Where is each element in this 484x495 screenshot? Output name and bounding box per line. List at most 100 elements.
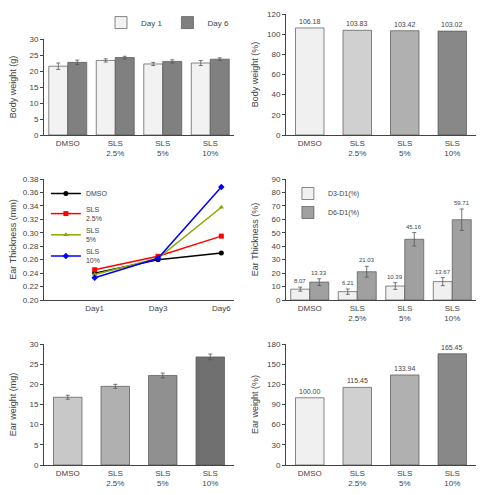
svg-text:40: 40	[271, 90, 280, 99]
svg-text:20: 20	[271, 111, 280, 120]
svg-text:SLS10%: SLS10%	[202, 469, 218, 488]
svg-text:SLS5%: SLS5%	[397, 139, 412, 158]
svg-text:DMSO: DMSO	[86, 190, 108, 197]
svg-text:5: 5	[34, 441, 39, 450]
svg-text:DMSO: DMSO	[56, 469, 80, 478]
svg-text:10: 10	[29, 420, 38, 429]
svg-text:0.22: 0.22	[23, 282, 39, 291]
svg-text:0: 0	[276, 461, 281, 470]
svg-text:13.33: 13.33	[311, 270, 327, 276]
svg-text:133.94: 133.94	[394, 365, 416, 372]
svg-text:SLS2.5%: SLS2.5%	[106, 139, 124, 158]
svg-text:10.39: 10.39	[387, 274, 403, 280]
svg-text:Body weight (g): Body weight (g)	[8, 56, 18, 119]
svg-text:0: 0	[34, 461, 39, 470]
svg-text:SLS5%: SLS5%	[86, 227, 100, 243]
svg-text:90: 90	[271, 400, 280, 409]
svg-text:SLS5%: SLS5%	[397, 304, 412, 323]
svg-text:150: 150	[267, 360, 281, 369]
svg-text:30: 30	[29, 340, 38, 349]
svg-text:SLS5%: SLS5%	[155, 469, 170, 488]
svg-text:20: 20	[271, 269, 280, 278]
svg-text:103.02: 103.02	[441, 21, 463, 28]
svg-text:SLS2.5%: SLS2.5%	[106, 469, 124, 488]
svg-text:D6-D1(%): D6-D1(%)	[328, 209, 359, 217]
svg-text:0: 0	[276, 131, 281, 140]
svg-text:Day3: Day3	[149, 304, 168, 313]
svg-text:60: 60	[271, 420, 280, 429]
svg-text:103.83: 103.83	[346, 20, 368, 27]
svg-text:0.32: 0.32	[23, 215, 39, 224]
svg-text:70: 70	[271, 202, 280, 211]
svg-text:0.20: 0.20	[23, 296, 39, 305]
svg-text:DMSO: DMSO	[298, 139, 322, 148]
svg-text:DMSO: DMSO	[298, 469, 322, 478]
svg-text:13.67: 13.67	[435, 269, 451, 275]
svg-text:D3-D1(%): D3-D1(%)	[328, 190, 359, 198]
svg-text:115.45: 115.45	[347, 377, 368, 384]
svg-text:10: 10	[29, 99, 38, 108]
svg-text:60: 60	[271, 70, 280, 79]
svg-text:40: 40	[271, 242, 280, 251]
svg-text:SLS2.5%: SLS2.5%	[348, 469, 366, 488]
svg-text:80: 80	[271, 188, 280, 197]
svg-text:30: 30	[271, 255, 280, 264]
svg-text:0.36: 0.36	[23, 188, 39, 197]
svg-text:0: 0	[34, 131, 39, 140]
svg-text:100.00: 100.00	[299, 388, 321, 395]
svg-text:SLS2.5%: SLS2.5%	[86, 206, 102, 222]
svg-text:0.26: 0.26	[23, 255, 39, 264]
svg-text:0: 0	[276, 296, 281, 305]
svg-text:103.42: 103.42	[394, 21, 416, 28]
svg-text:Day1: Day1	[85, 304, 104, 313]
svg-text:Ear Thickness (mm): Ear Thickness (mm)	[8, 199, 18, 279]
svg-text:DMSO: DMSO	[56, 139, 80, 148]
svg-text:SLS10%: SLS10%	[444, 139, 460, 158]
svg-text:106.18: 106.18	[299, 18, 321, 25]
svg-text:15: 15	[29, 400, 38, 409]
svg-text:SLS2.5%: SLS2.5%	[348, 139, 366, 158]
svg-text:6.21: 6.21	[342, 280, 354, 286]
svg-text:0.28: 0.28	[23, 242, 39, 251]
svg-text:0.38: 0.38	[23, 175, 39, 184]
svg-text:SLS10%: SLS10%	[444, 304, 460, 323]
svg-text:21.03: 21.03	[359, 257, 375, 263]
svg-text:25: 25	[29, 51, 38, 60]
svg-text:165.45: 165.45	[441, 344, 463, 351]
svg-text:180: 180	[267, 340, 281, 349]
svg-text:SLS5%: SLS5%	[397, 469, 412, 488]
svg-text:90: 90	[271, 175, 280, 184]
svg-text:0.30: 0.30	[23, 229, 39, 238]
svg-text:0.34: 0.34	[23, 202, 39, 211]
svg-text:20: 20	[29, 380, 38, 389]
svg-text:60: 60	[271, 215, 280, 224]
svg-text:10: 10	[271, 282, 280, 291]
svg-text:20: 20	[29, 67, 38, 76]
svg-text:120: 120	[267, 380, 281, 389]
svg-text:Day 6: Day 6	[207, 19, 228, 28]
svg-text:SLS2.5%: SLS2.5%	[348, 304, 366, 323]
svg-text:Day6: Day6	[212, 304, 231, 313]
svg-text:DMSO: DMSO	[298, 304, 322, 313]
svg-text:Ear weight (mg): Ear weight (mg)	[8, 373, 18, 437]
svg-text:50: 50	[271, 229, 280, 238]
svg-text:45.16: 45.16	[406, 224, 422, 230]
svg-text:25: 25	[29, 360, 38, 369]
svg-text:SLS10%: SLS10%	[86, 248, 100, 264]
svg-text:SLS5%: SLS5%	[155, 139, 170, 158]
svg-text:8.07: 8.07	[294, 278, 306, 284]
svg-text:15: 15	[29, 83, 38, 92]
svg-text:0.24: 0.24	[23, 269, 39, 278]
svg-text:Ear Thickness (%): Ear Thickness (%)	[250, 203, 260, 276]
svg-text:100: 100	[267, 30, 281, 39]
svg-text:SLS10%: SLS10%	[202, 139, 218, 158]
svg-text:59.71: 59.71	[454, 200, 470, 206]
svg-text:SLS10%: SLS10%	[444, 469, 460, 488]
svg-text:5: 5	[34, 115, 39, 124]
svg-text:Ear weight (%): Ear weight (%)	[250, 375, 260, 434]
svg-text:30: 30	[271, 441, 280, 450]
svg-text:Body weight (%): Body weight (%)	[250, 42, 260, 108]
svg-text:Day 1: Day 1	[141, 19, 162, 28]
svg-text:30: 30	[29, 35, 38, 44]
svg-text:120: 120	[267, 10, 281, 19]
